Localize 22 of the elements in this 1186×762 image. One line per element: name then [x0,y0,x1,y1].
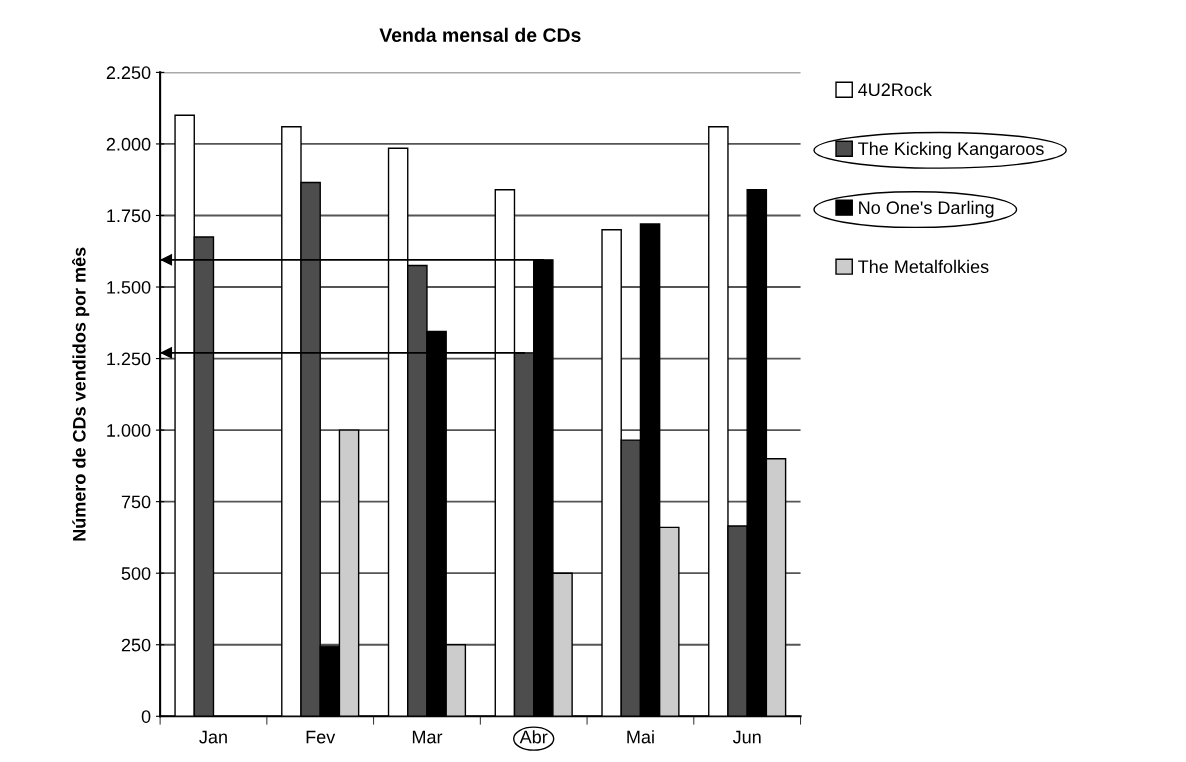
legend-label: 4U2Rock [858,82,932,97]
y-tick-label: 1.000 [107,424,151,437]
y-tick-label: 1.250 [107,352,151,366]
y-tick-label: 1.750 [107,209,151,223]
legend-label: The Kicking Kangaroos [858,141,1044,159]
y-tick-label: 2.250 [106,66,151,80]
legend-label: The Metalfolkies [858,259,989,274]
y-axis-title: Número de CDs vendidos por mês [72,247,90,541]
x-tick-label: Abr [519,730,548,744]
y-tick-label: 750 [121,495,151,509]
y-tick-label: 0 [141,710,151,723]
x-tick-label: Mai [627,730,654,744]
y-tick-label: 2.000 [106,137,151,151]
chart-title: Venda mensal de CDs [379,27,581,43]
x-tick-label: Jun [732,730,761,744]
x-tick-label: Jan [199,730,227,744]
x-tick-label: Fev [306,730,336,744]
y-tick-label: 1.500 [107,280,151,294]
y-tick-label: 500 [121,567,151,580]
x-tick-label: Mar [412,730,443,744]
y-tick-label: 250 [121,638,151,652]
legend-label: No One's Darling [859,200,994,218]
